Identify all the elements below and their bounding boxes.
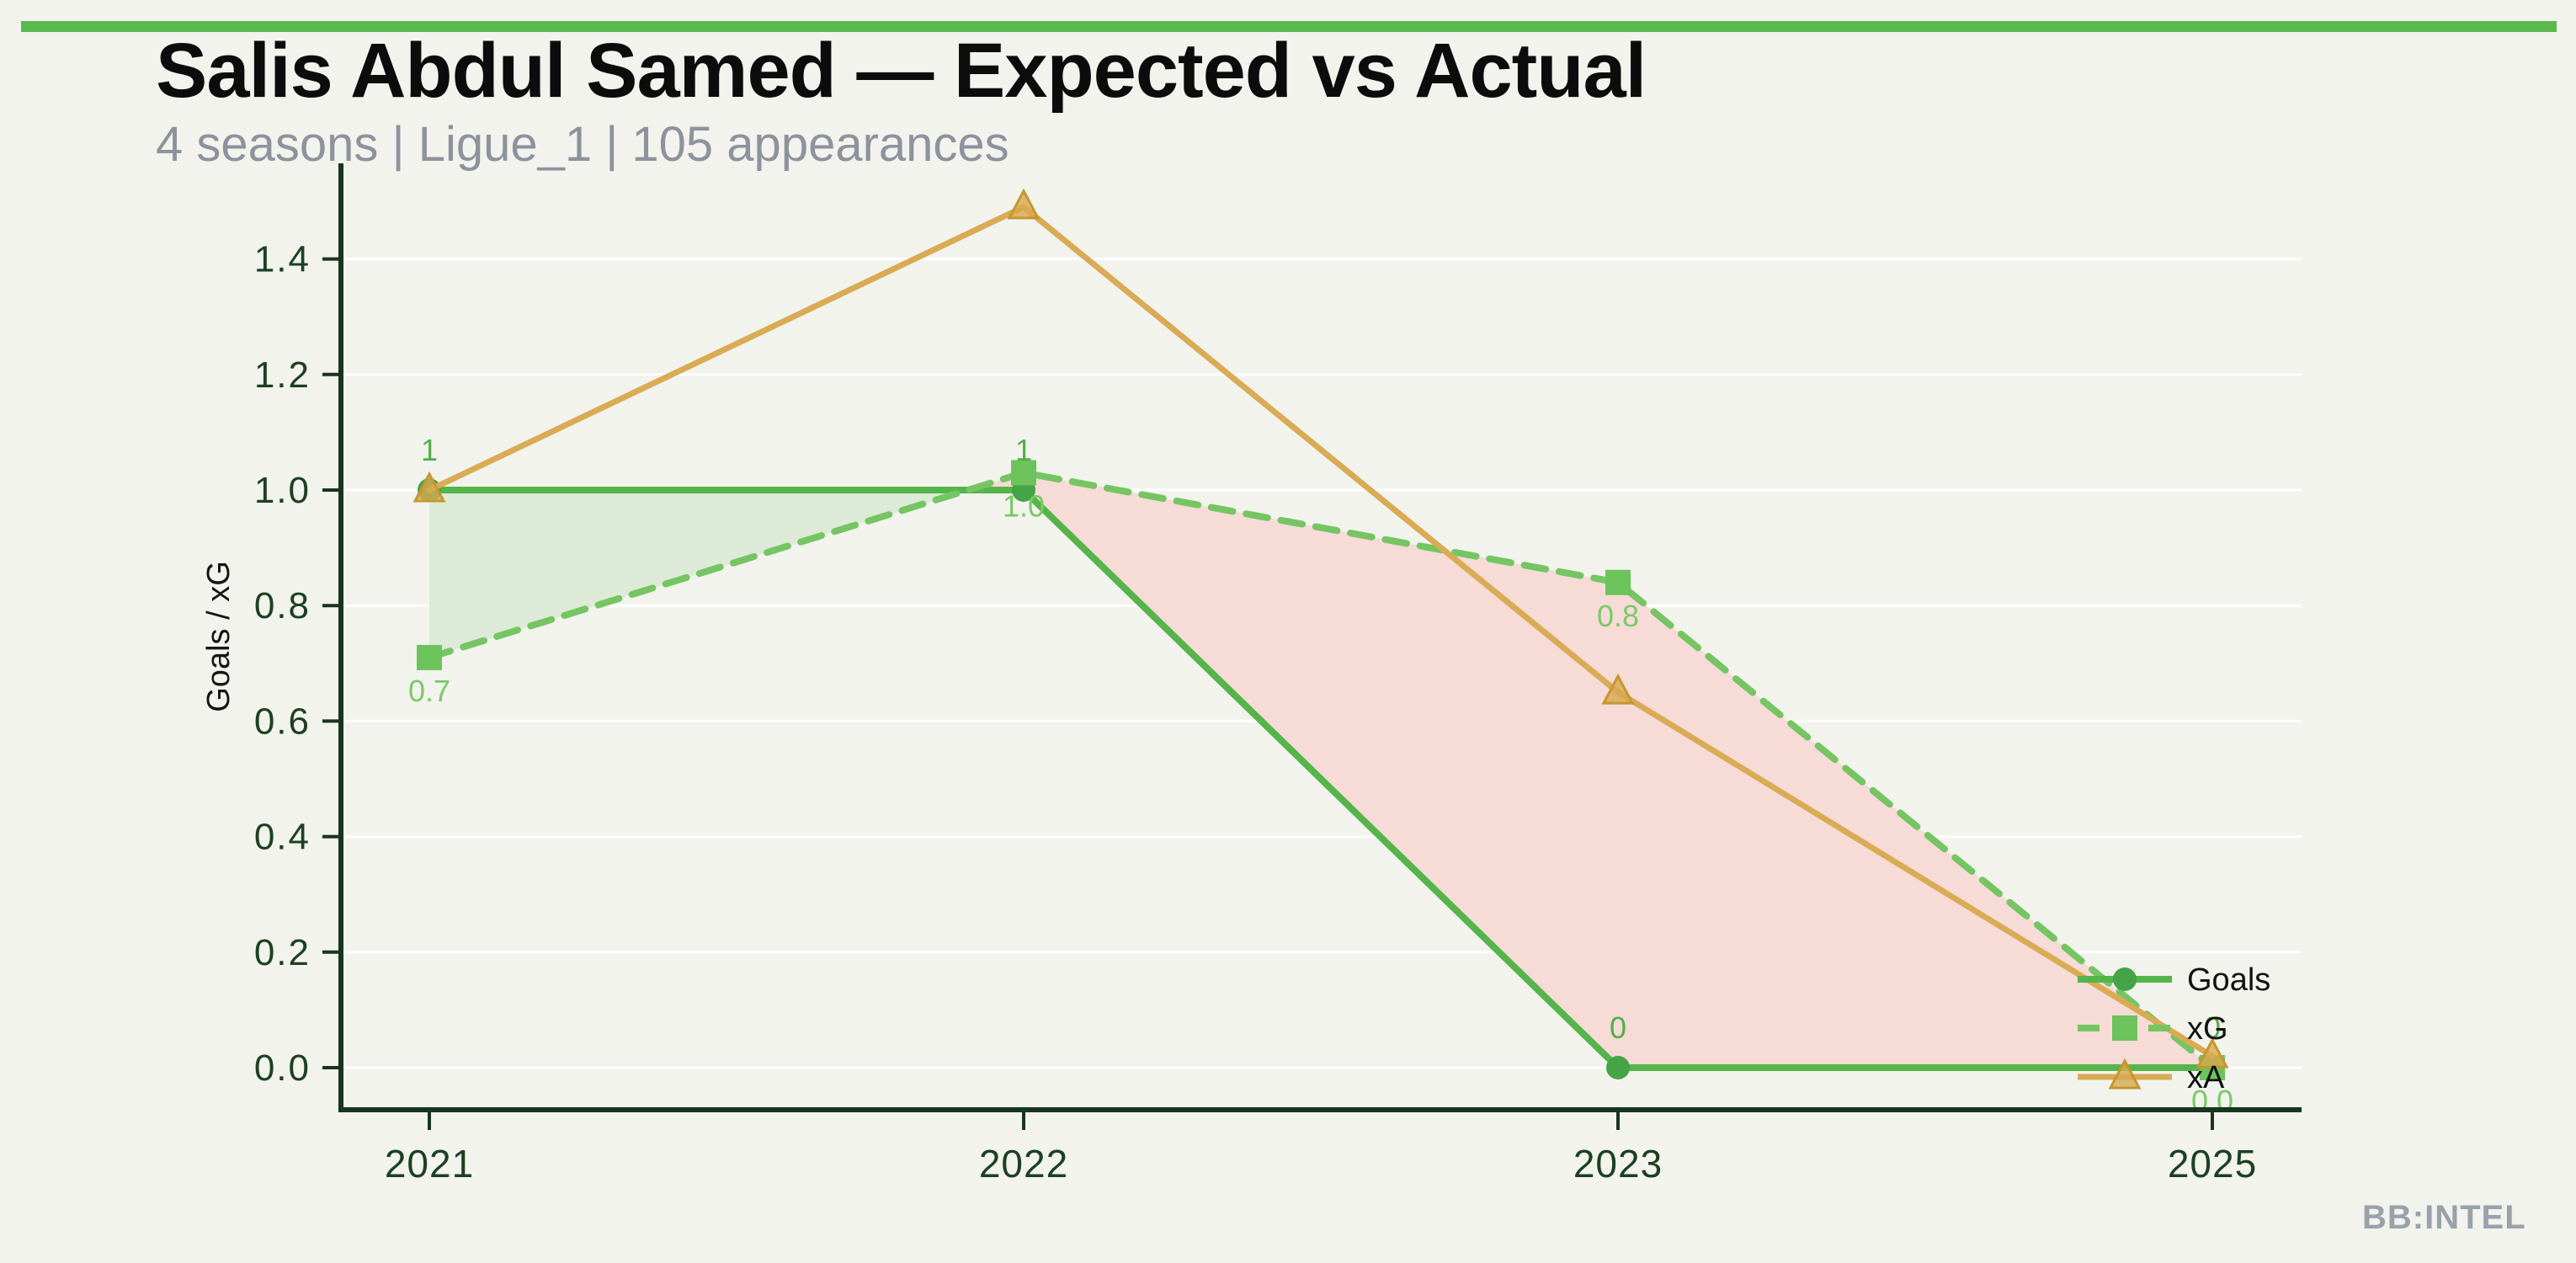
xg-point-label: 0.7 [408,674,450,708]
xg-point-marker [1605,569,1631,595]
x-tick-label: 2025 [2168,1142,2257,1186]
xg-point-marker [2112,1015,2137,1041]
xa-series [412,188,2229,1068]
goals-point-marker [1606,1056,1630,1079]
y-tick-label: 0.2 [254,932,311,973]
xg-point-marker [417,644,442,670]
xg-point-label: 1.0 [1003,488,1045,523]
xg-line [426,469,2216,1071]
y-tick-label: 1.2 [254,354,311,396]
xa-point-marker [2108,1058,2142,1090]
accent-top-bar [21,21,2557,32]
legend-item-xa: xA [2078,1058,2225,1095]
xg-point-marker [1011,460,1036,486]
xa-point-marker [1601,673,1635,705]
page-subtitle: 4 seasons | Ligue_1 | 105 appearances [156,116,1009,172]
xa-point-marker [2195,1037,2229,1068]
chart-header: Salis Abdul Samed — Expected vs Actual 4… [156,28,1647,172]
legend-item-label: xA [2187,1060,2225,1095]
fill-underperformance [969,472,2211,1068]
axes: 0.0 0.2 0.4 0.6 0.8 1.0 1.2 1.4 2021 2022 2023 2025… [201,163,2302,1186]
legend: Goals xG xA [2078,962,2270,1095]
goals-point-label: 1 [1015,433,1032,467]
fill-between-regions [429,472,2211,1068]
x-tick-label: 2023 [1573,1142,1663,1186]
y-tick-label: 0.4 [254,817,311,858]
xa-point-marker [1007,188,1041,220]
xa-line [426,204,2216,1059]
watermark: BB:INTEL [2362,1199,2526,1236]
xg-point-label: 0.8 [1597,599,1639,633]
y-tick-label: 0.6 [254,701,311,742]
goals-point-marker [2113,967,2137,991]
goals-point-label: 0 [2204,1010,2221,1045]
y-tick-label: 1.0 [254,470,311,511]
legend-item-goals: Goals [2078,962,2270,998]
goals-point-label: 0 [1610,1010,1626,1045]
y-tick-label: 0.0 [254,1047,311,1089]
legend-item-label: xG [2187,1011,2228,1047]
goals-line [426,487,2216,1071]
y-tick-label: 1.4 [254,239,311,280]
page-title: Salis Abdul Samed — Expected vs Actual [156,28,1647,114]
goals-point-label: 1 [421,433,438,467]
legend-item-label: Goals [2187,962,2270,998]
x-tick-label: 2022 [979,1142,1068,1186]
y-axis-title: Goals / xG [201,561,237,712]
xa-point-marker [412,471,446,503]
legend-item-xg: xG [2078,1011,2228,1047]
y-tick-label: 0.8 [254,585,311,626]
x-tick-label: 2021 [385,1142,474,1186]
